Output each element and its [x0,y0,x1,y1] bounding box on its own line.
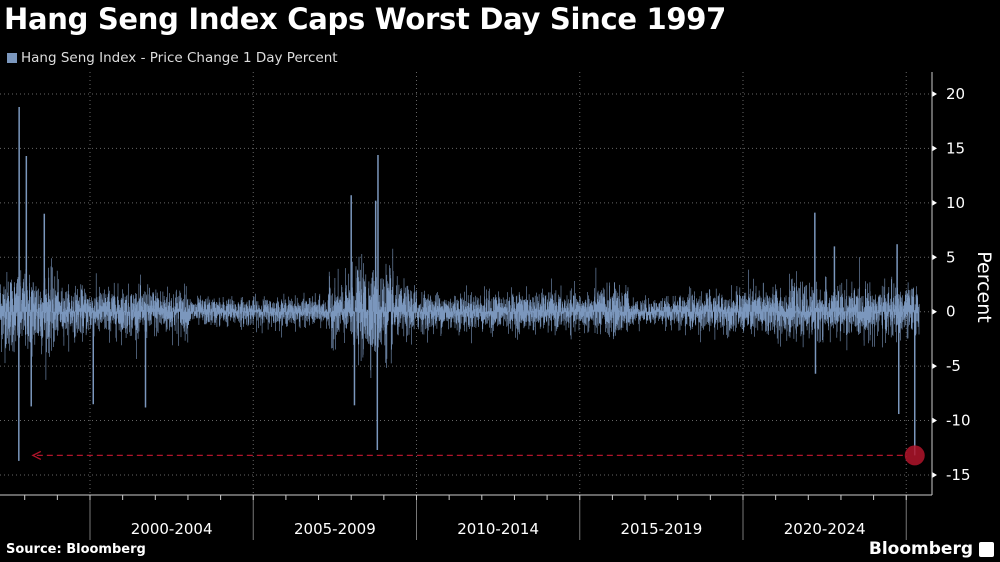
arrowhead-icon [31,450,42,460]
legend: Hang Seng Index - Price Change 1 Day Per… [7,50,338,66]
bloomberg-chart-icon [979,541,994,557]
y-tick-mark [932,308,937,315]
y-tick-label: -5 [946,357,961,375]
bloomberg-logo: Bloomberg [869,539,994,559]
source-note: Source: Bloomberg [6,542,146,557]
y-axis-label: Percent [973,251,995,323]
y-tick-label: 10 [946,194,965,212]
brand-name: Bloomberg [868,539,973,559]
annotation [31,445,925,466]
x-tick-label: 2010-2014 [457,520,539,538]
y-tick-label: -15 [946,466,971,484]
legend-label: Hang Seng Index - Price Change 1 Day Per… [21,50,338,66]
y-tick-mark [932,417,937,424]
highlight-marker [904,445,925,466]
y-tick-label: 5 [946,248,956,266]
y-tick-label: 15 [946,139,965,157]
y-tick-label: -10 [946,412,971,430]
chart-title: Hang Seng Index Caps Worst Day Since 199… [4,2,727,36]
y-tick-mark [932,363,937,370]
legend-swatch [7,53,17,63]
y-tick-label: 0 [946,303,956,321]
y-tick-mark [932,199,937,206]
y-tick-mark [932,145,937,152]
y-tick-mark [932,471,937,478]
daily-change-bars [0,248,920,380]
x-tick-label: 2000-2004 [131,520,213,538]
y-tick-label: 20 [946,85,965,103]
x-tick-label: 2015-2019 [620,520,702,538]
y-tick-mark [932,254,937,261]
bars [0,107,920,461]
y-tick-mark [932,90,937,97]
x-tick-label: 2020-2024 [784,520,866,538]
x-tick-label: 2005-2009 [294,520,376,538]
axes: 20 15 10 5 0 -5 -10 -15 2000-2004 2005-2009 2010-2… [0,72,971,540]
